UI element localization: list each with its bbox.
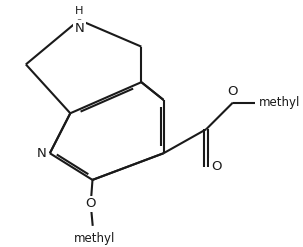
Text: N: N <box>74 22 84 35</box>
Text: O: O <box>85 197 96 210</box>
Text: O: O <box>228 85 238 98</box>
Text: methyl: methyl <box>74 232 115 245</box>
Text: O: O <box>211 160 221 173</box>
Text: N: N <box>37 147 47 160</box>
Text: H: H <box>75 6 83 16</box>
Text: methyl: methyl <box>259 96 301 109</box>
